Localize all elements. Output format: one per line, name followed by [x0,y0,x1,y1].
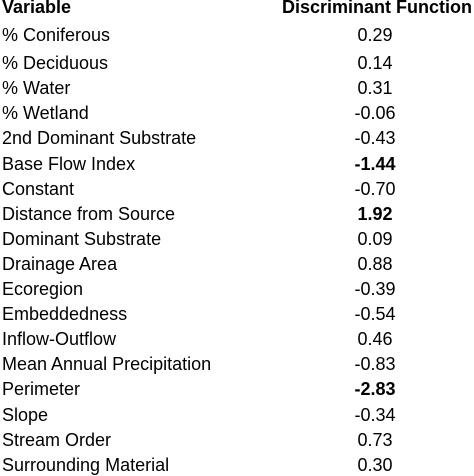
value-cell: -0.70 [354,178,396,199]
value-cell: 0.09 [357,228,393,249]
variable-cell: Embeddedness [2,304,128,325]
value-cell: -0.83 [354,354,396,375]
variable-cell: Mean Annual Precipitation [2,354,212,375]
variable-cell: % Coniferous [2,25,111,45]
variable-cell: Inflow-Outflow [2,329,117,350]
variable-cell: Distance from Source [2,203,176,224]
variable-cell: Dominant Substrate [2,228,162,249]
value-cell: -2.83 [354,379,396,400]
variable-cell: % Wetland [2,103,89,124]
value-cell: 0.88 [357,253,393,274]
value-cell: 0.14 [357,53,393,74]
value-cell: 0.31 [357,78,393,99]
variable-cell: % Deciduous [2,53,109,74]
value-cell: -0.39 [354,279,396,299]
variable-cell: Constant [2,178,75,199]
value-cell: 0.30 [357,454,393,475]
column-header: Discriminant Function [281,0,472,17]
value-cell: 1.92 [357,203,393,224]
variable-cell: Slope [2,404,49,425]
variable-cell: Drainage Area [2,253,118,274]
variable-cell: Perimeter [2,379,81,400]
value-cell: 0.73 [357,429,393,450]
variable-cell: Stream Order [2,429,112,450]
value-cell: 0.29 [357,25,393,45]
value-cell: -0.54 [354,304,396,325]
variable-cell: Base Flow Index [2,153,136,174]
value-cell: -1.44 [354,153,396,174]
value-cell: -0.34 [354,404,396,425]
variable-cell: Surrounding Material [2,454,170,475]
value-cell: -0.43 [354,128,396,149]
variable-cell: % Water [2,78,71,99]
value-cell: 0.46 [357,329,393,350]
value-cell: -0.06 [354,103,396,124]
variable-cell: 2nd Dominant Substrate [2,128,197,149]
column-header: Variable [2,0,72,17]
variable-cell: Ecoregion [2,279,84,299]
